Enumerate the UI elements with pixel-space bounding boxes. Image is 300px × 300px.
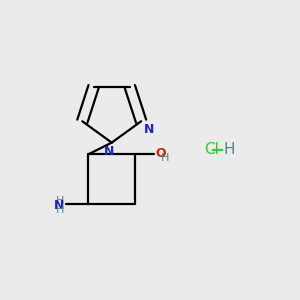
Text: H: H <box>161 153 169 163</box>
Text: O: O <box>155 147 166 160</box>
Text: N: N <box>54 199 64 212</box>
Text: H: H <box>56 205 64 215</box>
Text: N: N <box>144 123 154 136</box>
Text: Cl: Cl <box>205 142 219 158</box>
Text: N: N <box>104 145 115 158</box>
Text: H: H <box>56 196 64 206</box>
Text: H: H <box>223 142 235 158</box>
